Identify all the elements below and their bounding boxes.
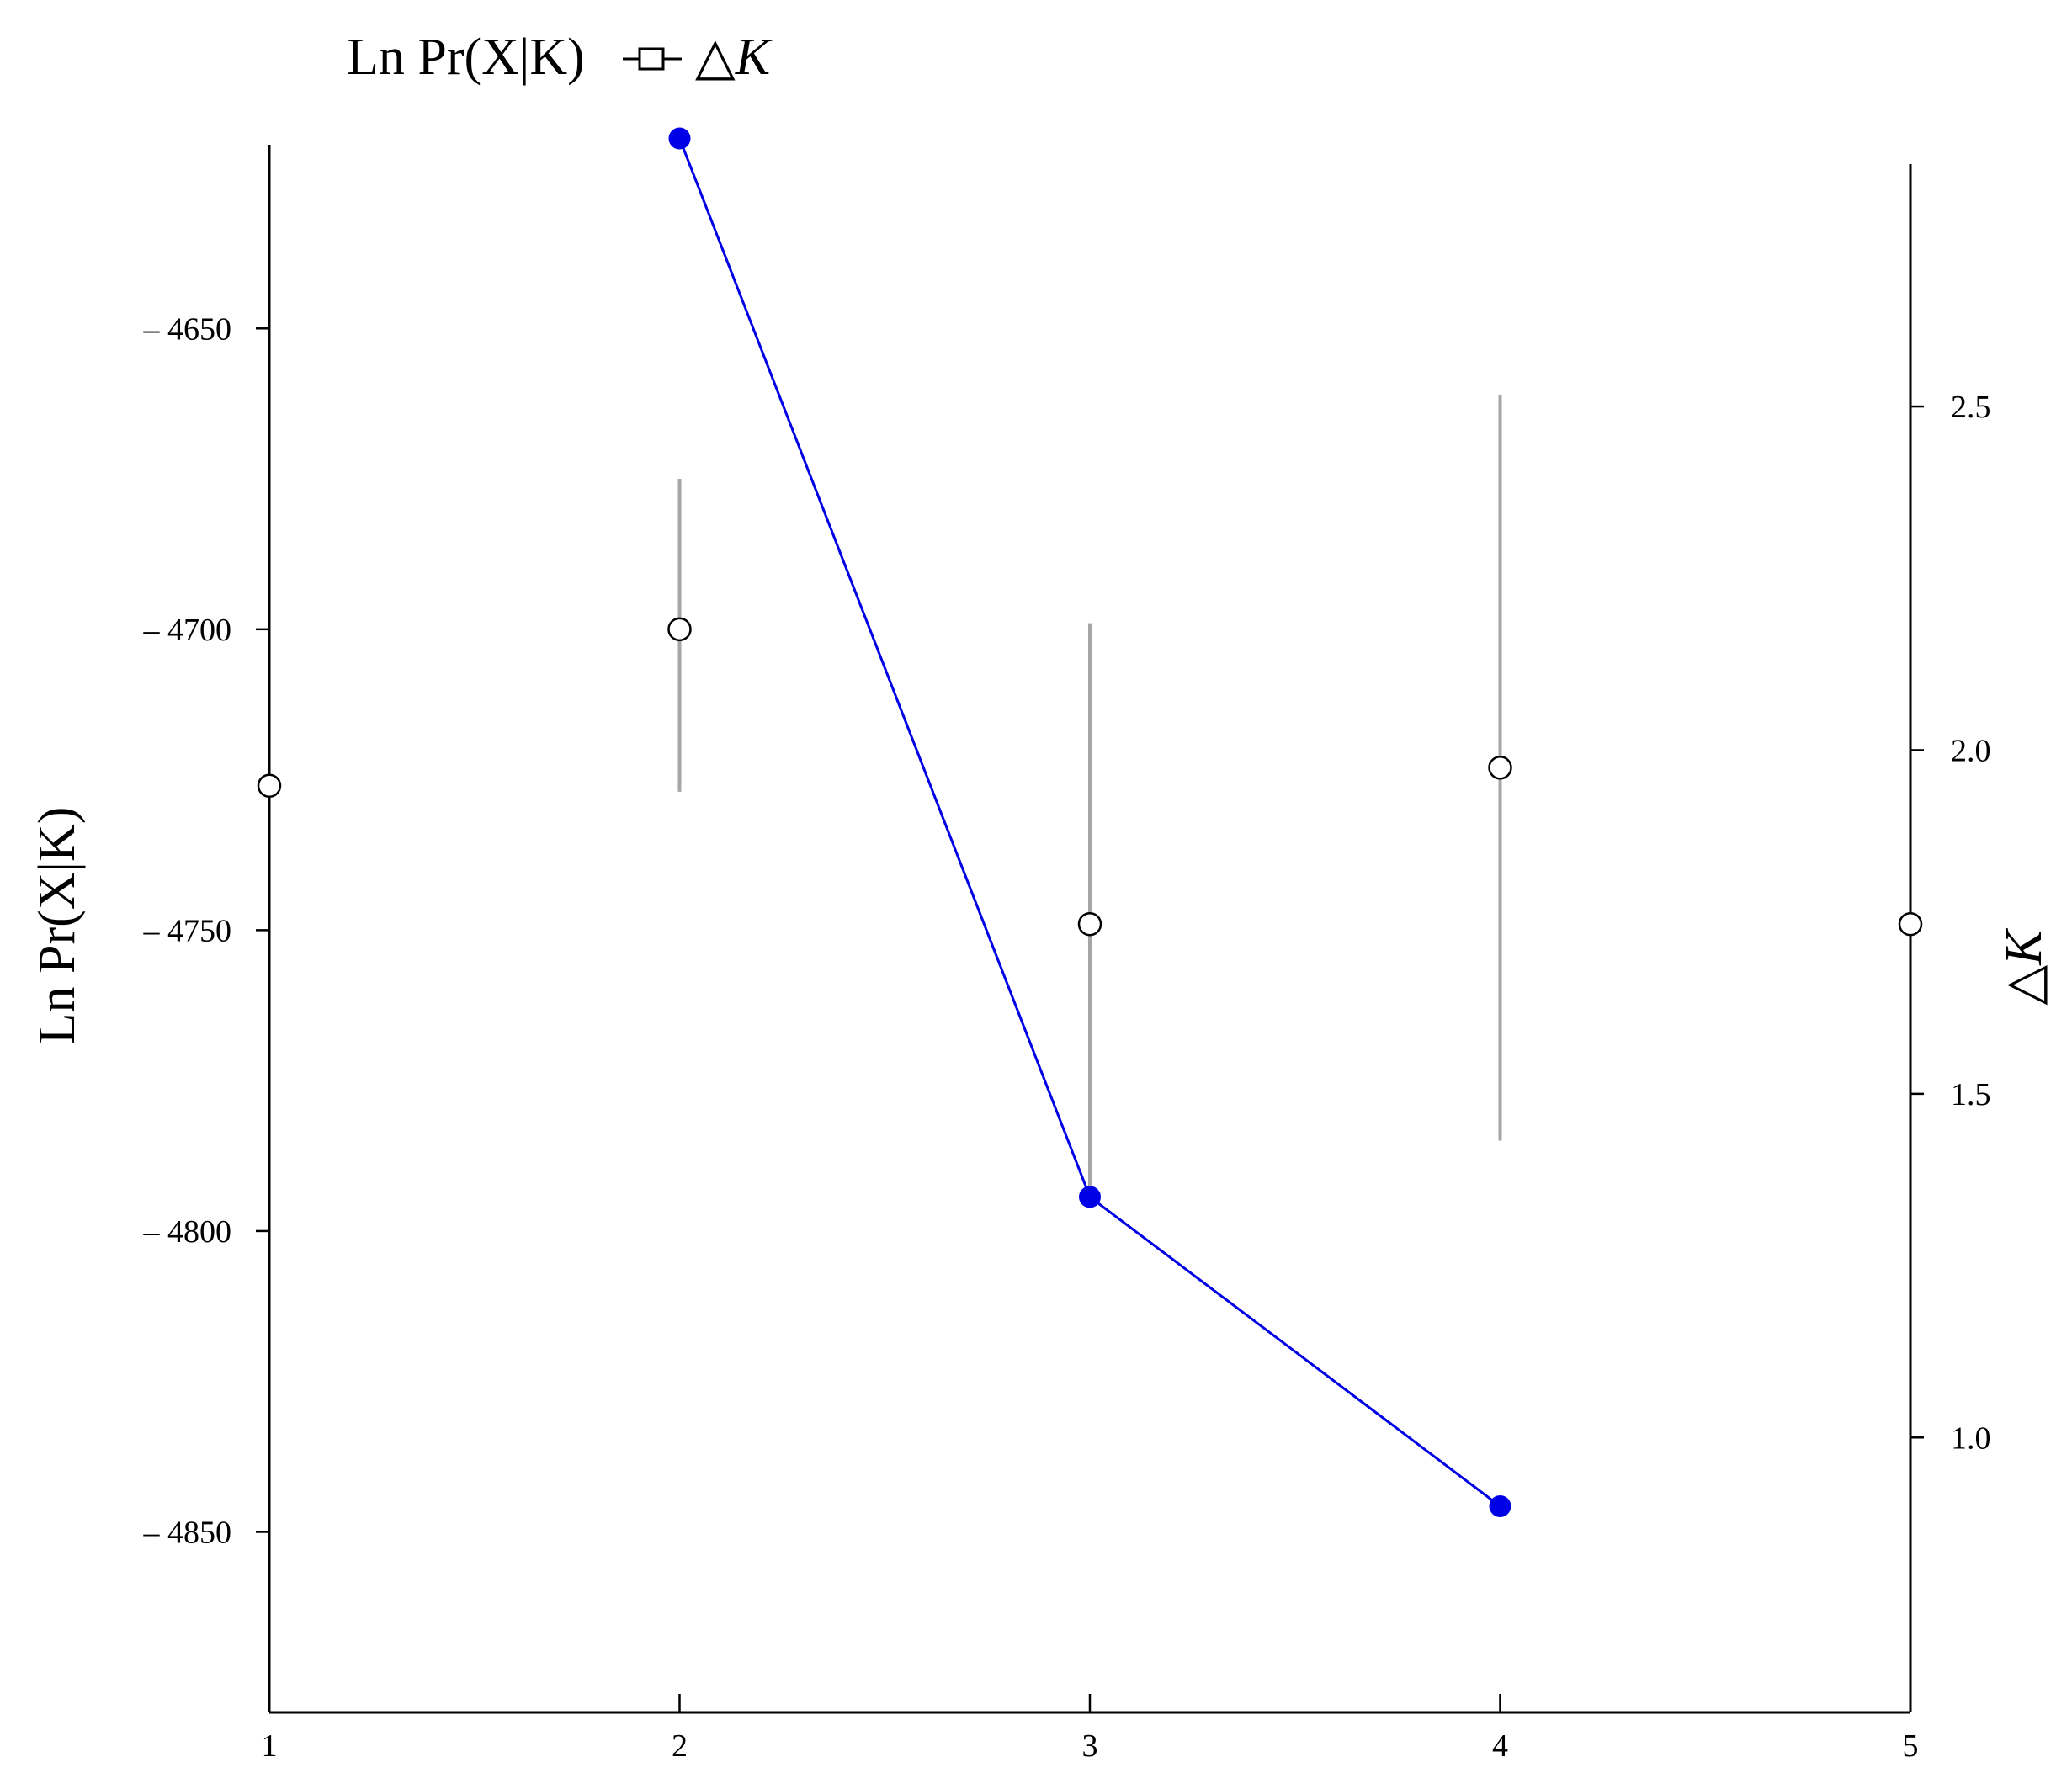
y-axis-right-title: △K: [1995, 927, 2053, 1006]
delta-k-point: [1489, 1494, 1511, 1517]
y-right-tick-label: 1.5: [1951, 1077, 1991, 1112]
y-axis-right-delta-symbol: △: [1995, 965, 2053, 1006]
legend-square-icon: [638, 47, 665, 71]
y-right-tick-label: 2.0: [1951, 733, 1991, 768]
ln-pr-point: [1077, 911, 1102, 937]
x-tick-label: 2: [672, 1728, 688, 1764]
ln-pr-point: [257, 773, 282, 799]
y-right-tick-label: 2.5: [1951, 390, 1991, 425]
y-axis-right-k-label: K: [1995, 927, 2053, 966]
y-right-ticks: 2.5 2.0 1.5 1.0: [1910, 390, 1991, 1456]
y-left-ticks: – 4650 – 4700 – 4750 – 4800 – 4850: [143, 311, 269, 1550]
x-tick-label: 5: [1903, 1728, 1919, 1764]
legend-label-ln-pr: Ln Pr(X|K): [347, 29, 585, 86]
ln-pr-point: [667, 617, 692, 642]
ln-pr-point: [1898, 911, 1923, 937]
legend: Ln Pr(X|K) △K: [347, 29, 773, 86]
y-axis-left-title: Ln Pr(X|K): [29, 807, 86, 1045]
ln-pr-point: [1488, 756, 1512, 780]
x-tick-label: 1: [262, 1728, 278, 1764]
y-left-tick-label: – 4650: [143, 311, 232, 347]
legend-delta-symbol: △: [695, 29, 736, 86]
y-right-tick-label: 1.0: [1951, 1420, 1991, 1456]
series-ln-pr: [257, 617, 1923, 937]
x-ticks: 1 2 3 4 5: [262, 1694, 1919, 1764]
y-left-tick-label: – 4850: [143, 1515, 232, 1550]
legend-k-label: K: [735, 29, 773, 86]
y-left-tick-label: – 4800: [143, 1214, 232, 1250]
delta-k-point: [1079, 1186, 1101, 1208]
error-bars: [677, 394, 1502, 1202]
y-left-tick-label: – 4700: [143, 613, 232, 648]
y-left-tick-label: – 4750: [143, 913, 232, 948]
x-tick-label: 4: [1492, 1728, 1508, 1764]
x-tick-label: 3: [1082, 1728, 1098, 1764]
delta-k-point: [668, 127, 691, 150]
series-delta-k: [668, 127, 1511, 1517]
svg-text:△K: △K: [695, 29, 773, 86]
